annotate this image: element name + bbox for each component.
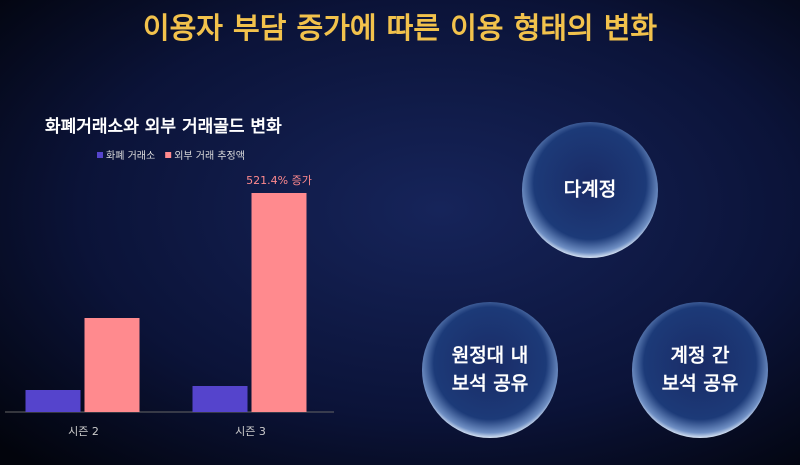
circle-label: 보석 공유 (662, 373, 739, 395)
circle-node (422, 302, 558, 438)
circle-node (632, 302, 768, 438)
circle-label: 원정대 내 (452, 345, 529, 367)
x-tick-label: 시즌 3 (235, 425, 266, 438)
slide-title: 이용자 부담 증가에 따른 이용 형태의 변화 (143, 11, 657, 45)
legend-label: 화폐 거래소 (106, 150, 155, 162)
legend-swatch (97, 152, 103, 158)
bar (25, 390, 81, 412)
x-tick-label: 시즌 2 (68, 425, 99, 438)
bar (84, 318, 140, 412)
circle-label: 보석 공유 (452, 373, 529, 395)
circle-node (522, 122, 658, 258)
circle-label: 계정 간 (670, 345, 730, 367)
legend-swatch (165, 152, 172, 158)
circle-label: 다계정 (564, 179, 616, 201)
annotation: 521.4% 증가 (246, 174, 312, 187)
bar (192, 386, 248, 412)
legend-label: 외부 거래 추정액 (174, 150, 245, 162)
bar (251, 193, 307, 412)
chart-title: 화폐거래소와 외부 거래골드 변화 (45, 117, 282, 137)
